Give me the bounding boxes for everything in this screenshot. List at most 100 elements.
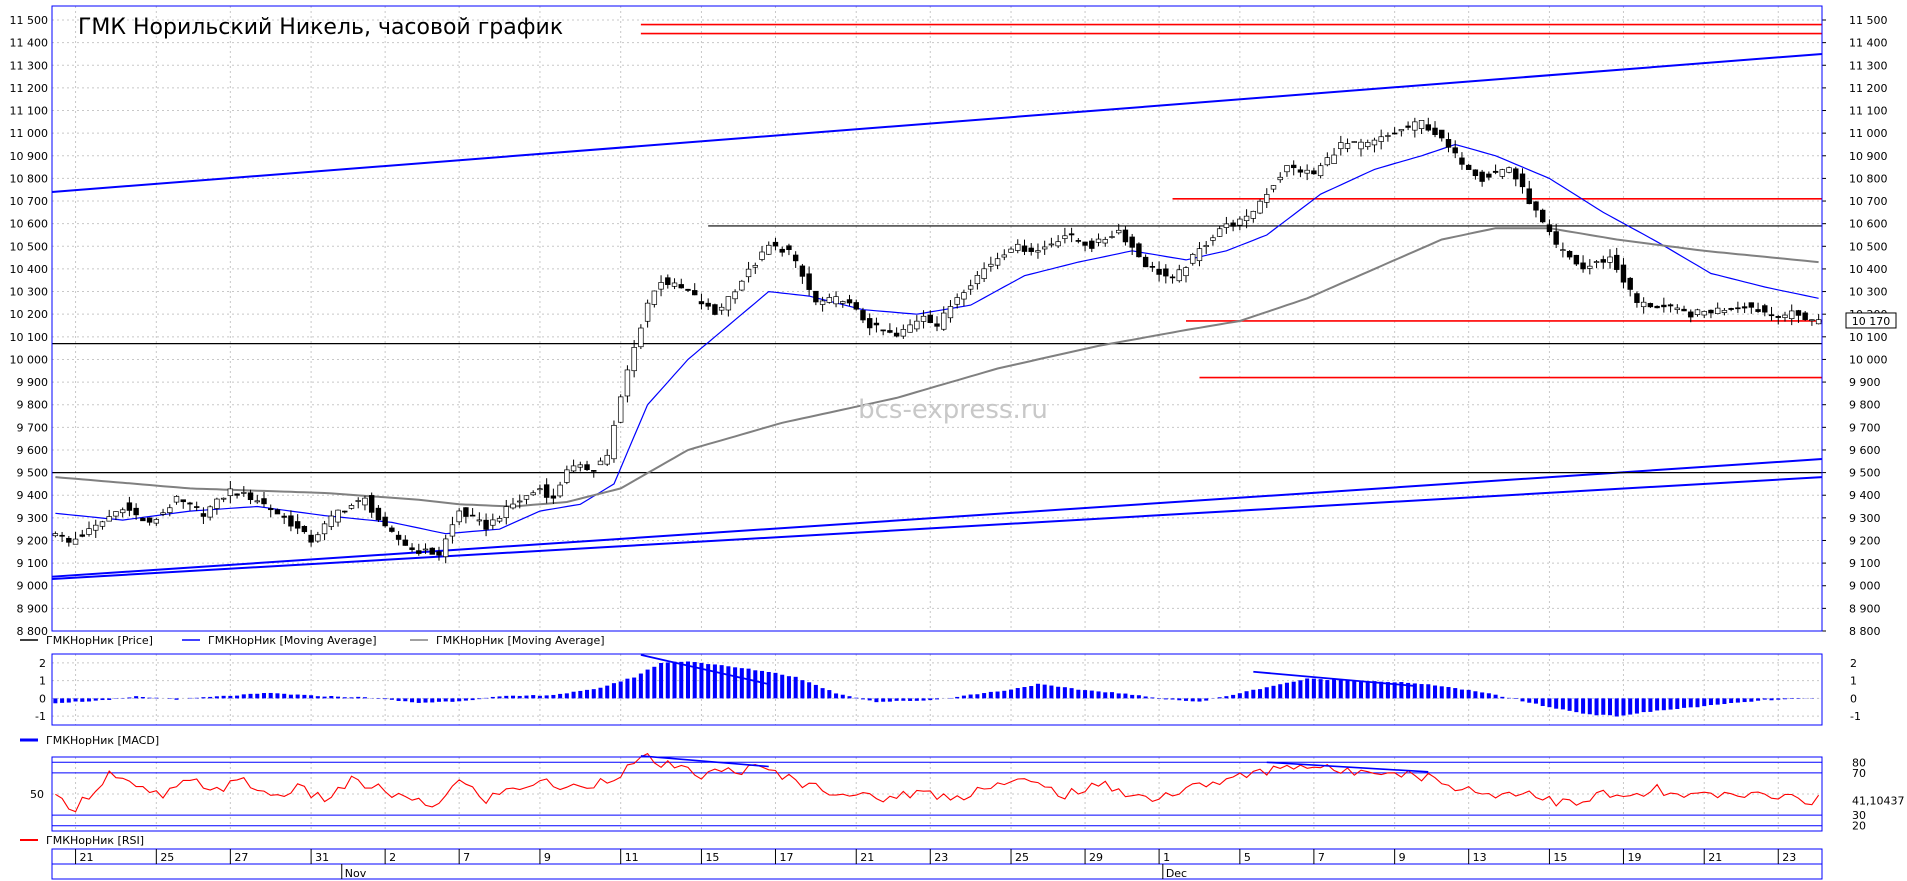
candle-body: [1082, 241, 1088, 246]
candle-body: [1755, 309, 1761, 312]
price-y-tick-label-left: 11 400: [10, 37, 49, 50]
candle-body: [315, 534, 321, 542]
candle-body: [463, 507, 469, 517]
candle-body: [1183, 267, 1189, 277]
candle-body: [638, 327, 644, 348]
candle-body: [698, 301, 705, 305]
legend-entry: ГМКНорНик [Moving Average]: [436, 634, 605, 647]
x-tick-label: 15: [1553, 851, 1567, 864]
candle-body: [1116, 229, 1122, 234]
candle-body: [328, 515, 335, 527]
candle-body: [1062, 235, 1068, 239]
candle-body: [833, 296, 839, 305]
candle-body: [1674, 307, 1681, 310]
candle-body: [1055, 241, 1061, 247]
candle-body: [604, 454, 610, 465]
candle-body: [1627, 277, 1633, 290]
candle-body: [368, 495, 375, 513]
price-y-tick-label-left: 10 400: [10, 263, 49, 276]
price-y-tick-label-right: 9 500: [1849, 467, 1881, 480]
candle-body: [1789, 310, 1795, 320]
price-y-tick-label-right: 10 600: [1849, 218, 1888, 231]
candle-body: [617, 396, 624, 423]
candle-body: [786, 245, 792, 250]
price-y-tick-label-left: 9 200: [17, 534, 49, 547]
watermark: bcs-express.ru: [858, 395, 1048, 425]
candle-body: [799, 265, 806, 277]
macd-divergence-line: [1253, 670, 1415, 687]
x-tick-label: 29: [1089, 851, 1103, 864]
last-price-label: 10 170: [1852, 315, 1891, 328]
candle-body: [1432, 127, 1438, 135]
candle-body: [1297, 169, 1304, 173]
candle-body: [1277, 176, 1283, 181]
candle-body: [1190, 254, 1196, 264]
candle-body: [1768, 314, 1775, 317]
candle-body: [1223, 223, 1230, 228]
candle-body: [1324, 157, 1331, 166]
candle-body: [1479, 171, 1485, 182]
price-y-tick-label-left: 9 100: [17, 557, 49, 570]
candle-body: [570, 465, 577, 472]
candle-body: [1593, 261, 1600, 263]
candle-body: [873, 322, 880, 326]
candle-body: [1391, 132, 1398, 135]
candle-body: [187, 502, 193, 505]
candle-body: [375, 507, 382, 521]
candle-body: [772, 241, 779, 247]
candle-body: [52, 533, 59, 537]
price-y-tick-label-left: 9 500: [17, 467, 49, 480]
candle-body: [409, 547, 415, 550]
price-y-tick-label-right: 9 200: [1849, 534, 1881, 547]
rsi-divergence-line: [1266, 761, 1429, 773]
candle-body: [146, 517, 153, 523]
candle-body: [692, 290, 698, 296]
candle-body: [1445, 139, 1452, 148]
candle-body: [1439, 129, 1445, 139]
candle-body: [826, 297, 833, 303]
price-y-tick-label-right: 9 400: [1849, 489, 1881, 502]
macd-y-tick-label-left: 1: [39, 675, 46, 688]
price-y-tick-label-right: 11 400: [1849, 37, 1888, 50]
candle-body: [705, 302, 711, 307]
price-y-tick-label-left: 9 000: [17, 580, 49, 593]
candle-body: [1122, 229, 1129, 243]
candle-body: [1560, 249, 1566, 251]
x-tick-label: 5: [1244, 851, 1251, 864]
candle-body: [1304, 169, 1310, 174]
candle-body: [207, 506, 213, 518]
candle-body: [1519, 173, 1526, 188]
price-y-tick-label-right: 9 800: [1849, 399, 1881, 412]
candle-body: [1371, 139, 1378, 146]
x-tick-label: 9: [1399, 851, 1406, 864]
candle-body: [1095, 238, 1102, 243]
candle-body: [1728, 308, 1734, 310]
candle-body: [1802, 312, 1808, 320]
candle-body: [402, 539, 409, 546]
candle-body: [1459, 157, 1465, 165]
macd-y-tick-label-left: -1: [35, 710, 46, 723]
candle-body: [1573, 254, 1580, 265]
candle-body: [1681, 308, 1687, 312]
candle-body: [113, 511, 119, 517]
candle-body: [954, 297, 960, 305]
candle-body: [395, 534, 402, 540]
candle-body: [819, 300, 826, 305]
candle-body: [449, 524, 456, 537]
x-tick-label: 21: [860, 851, 874, 864]
macd-panel-frame: [51, 653, 1823, 726]
candle-body: [1465, 164, 1472, 170]
candle-body: [234, 493, 240, 496]
candle-body: [1499, 169, 1506, 177]
candle-body: [1129, 236, 1135, 248]
macd-y-tick-label-right: 1: [1850, 675, 1857, 688]
candle-body: [1021, 245, 1028, 252]
candle-body: [550, 495, 557, 499]
candle-body: [422, 548, 429, 551]
candle-body: [1418, 120, 1425, 129]
price-panel: 8 800 8 800 8 900 8 900 9 000 9 000 9 100 9 100…: [10, 5, 1897, 647]
candle-body: [1587, 265, 1593, 269]
candle-body: [611, 424, 617, 460]
candle-body: [1775, 316, 1781, 318]
candle-body: [994, 258, 1001, 266]
